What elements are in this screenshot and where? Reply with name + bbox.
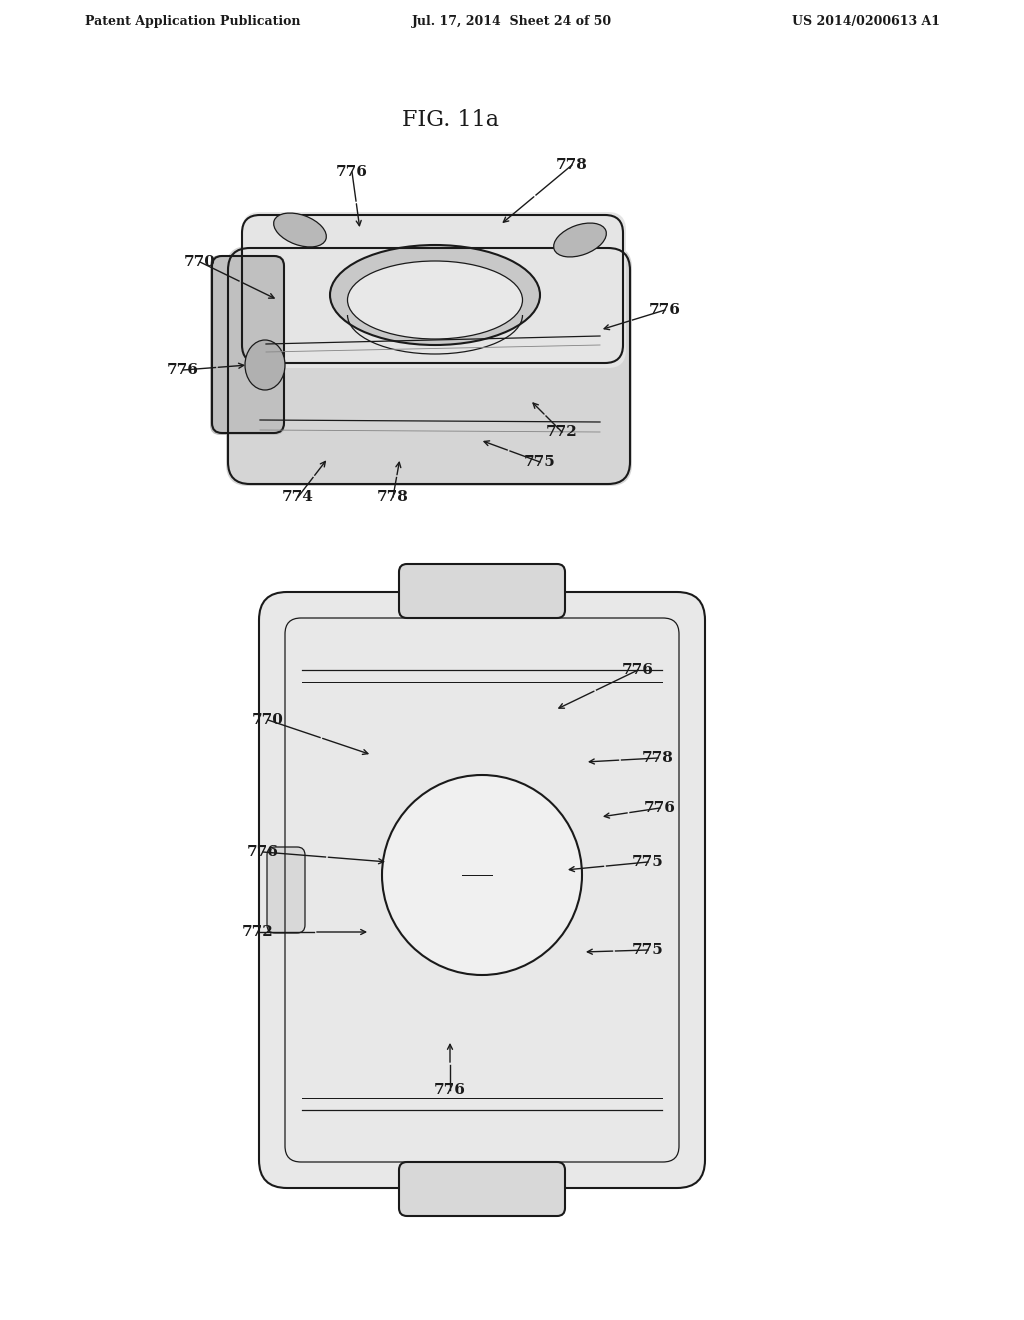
Text: 775: 775 (632, 855, 664, 869)
Ellipse shape (347, 261, 522, 339)
FancyBboxPatch shape (259, 591, 705, 1188)
FancyBboxPatch shape (267, 847, 305, 933)
Text: US 2014/0200613 A1: US 2014/0200613 A1 (792, 15, 940, 28)
Text: 776: 776 (336, 165, 368, 180)
Text: 776: 776 (167, 363, 199, 378)
Text: FIG. 11a: FIG. 11a (401, 110, 499, 131)
FancyBboxPatch shape (399, 1162, 565, 1216)
Ellipse shape (330, 246, 540, 345)
Text: Jul. 17, 2014  Sheet 24 of 50: Jul. 17, 2014 Sheet 24 of 50 (412, 15, 612, 28)
Text: 778: 778 (556, 158, 588, 172)
FancyBboxPatch shape (210, 255, 285, 436)
Ellipse shape (554, 223, 606, 257)
Text: 778: 778 (377, 490, 409, 504)
Text: 774: 774 (282, 490, 314, 504)
Text: FIG. 11b: FIG. 11b (401, 638, 499, 659)
Text: 776: 776 (434, 1082, 466, 1097)
FancyBboxPatch shape (399, 564, 565, 618)
Text: 770: 770 (184, 255, 216, 269)
Text: 775: 775 (524, 455, 556, 469)
Text: 775: 775 (632, 942, 664, 957)
Text: 776: 776 (247, 845, 279, 859)
Text: Patent Application Publication: Patent Application Publication (85, 15, 300, 28)
Ellipse shape (273, 213, 327, 247)
FancyBboxPatch shape (226, 246, 632, 486)
Ellipse shape (245, 341, 285, 389)
Text: 776: 776 (644, 801, 676, 814)
Text: 776: 776 (622, 663, 654, 677)
FancyBboxPatch shape (242, 213, 626, 368)
Ellipse shape (382, 775, 582, 975)
Text: 776: 776 (649, 304, 681, 317)
Text: 772: 772 (546, 425, 578, 440)
Text: 770: 770 (252, 713, 284, 727)
Text: 772: 772 (242, 925, 273, 939)
Text: 778: 778 (642, 751, 674, 766)
